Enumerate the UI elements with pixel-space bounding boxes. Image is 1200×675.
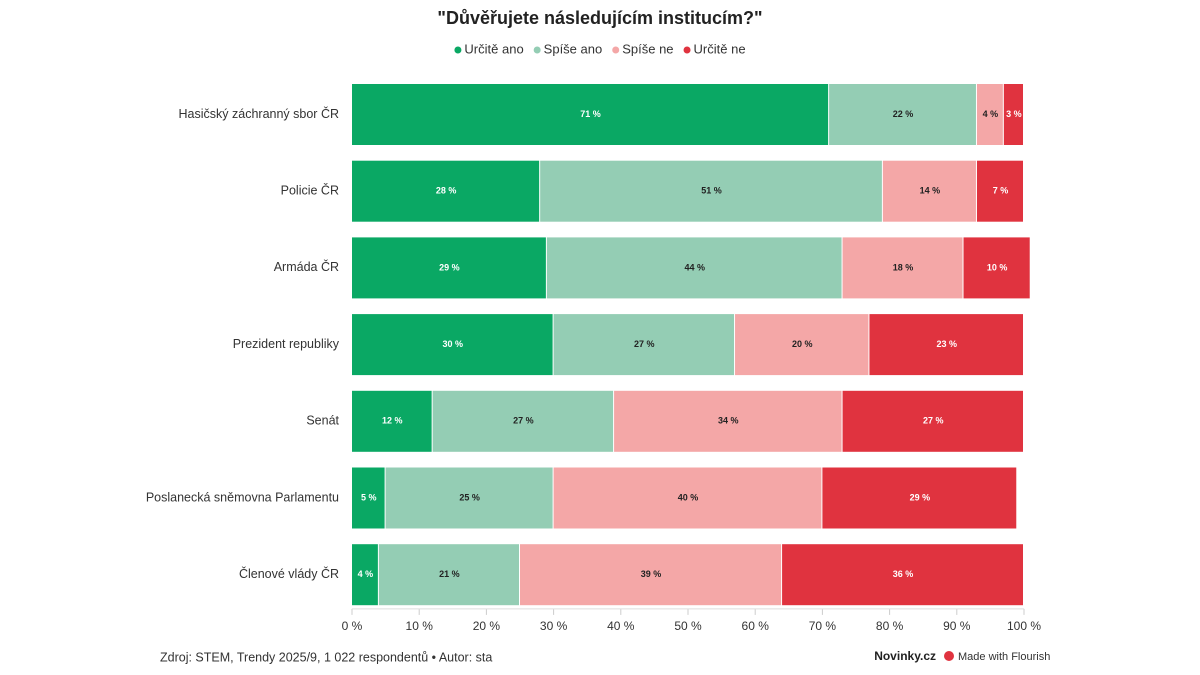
x-tick-label: 80 % [876, 619, 904, 633]
data-label: 27 % [634, 339, 655, 349]
bar [385, 467, 553, 529]
data-label: 4 % [983, 109, 999, 119]
data-label: 14 % [920, 186, 941, 196]
category-label: Policie ČR [281, 182, 339, 197]
legend-marker [683, 46, 691, 54]
data-label: 4 % [358, 569, 374, 579]
bar [963, 237, 1030, 299]
legend-label: Spíše ano [544, 41, 603, 56]
data-label: 34 % [718, 416, 739, 426]
bar [352, 544, 378, 606]
bar [735, 314, 869, 376]
legend-marker [533, 46, 541, 54]
data-label: 44 % [684, 262, 705, 272]
bar [829, 84, 976, 145]
source: Zdroj: STEM, Trendy 2025/9, 1 022 respon… [160, 650, 492, 664]
x-tick-label: 30 % [540, 619, 568, 633]
category-label: Hasičský záchranný sbor ČR [179, 106, 339, 121]
bar [520, 544, 782, 606]
legend-label: Spíše ne [622, 41, 673, 56]
x-tick-label: 50 % [674, 619, 702, 633]
flourish-icon [944, 651, 954, 661]
category-label: Armáda ČR [274, 259, 339, 274]
category-label: Poslanecká sněmovna Parlamentu [146, 490, 339, 504]
credit[interactable]: Made with Flourish [958, 651, 1050, 663]
data-label: 39 % [641, 569, 662, 579]
brand: Novinky.cz [874, 649, 936, 663]
legend-label: Určitě ne [694, 41, 746, 56]
data-label: 5 % [361, 492, 377, 502]
x-tick-label: 70 % [809, 619, 837, 633]
bar [352, 160, 540, 222]
data-label: 20 % [792, 339, 813, 349]
x-tick-label: 40 % [607, 619, 635, 633]
data-label: 12 % [382, 416, 403, 426]
data-label: 7 % [993, 186, 1009, 196]
x-tick-label: 90 % [943, 619, 971, 633]
data-label: 36 % [893, 569, 914, 579]
data-label: 21 % [439, 569, 460, 579]
data-label: 23 % [936, 339, 957, 349]
category-label: Senát [306, 414, 339, 428]
bar [869, 314, 1023, 376]
data-label: 18 % [893, 262, 914, 272]
x-tick-label: 20 % [473, 619, 501, 633]
bar [432, 390, 614, 452]
x-tick-label: 10 % [406, 619, 434, 633]
data-label: 51 % [701, 186, 722, 196]
bar [1003, 84, 1023, 145]
bar [976, 160, 1023, 222]
data-label: 29 % [910, 492, 931, 502]
data-label: 28 % [436, 186, 457, 196]
bar [782, 544, 1023, 606]
bar [842, 237, 963, 299]
data-label: 27 % [513, 416, 534, 426]
data-label: 10 % [987, 262, 1008, 272]
bar [822, 467, 1017, 529]
x-tick-label: 60 % [742, 619, 770, 633]
data-label: 22 % [893, 109, 914, 119]
data-label: 40 % [678, 492, 699, 502]
data-label: 71 % [580, 109, 601, 119]
bar [614, 390, 842, 452]
bar [976, 84, 1003, 145]
bar [352, 467, 385, 529]
x-tick-label: 0 % [342, 619, 363, 633]
data-label: 29 % [439, 262, 460, 272]
bar [352, 237, 546, 299]
chart-title: "Důvěřujete následujícím institucím?" [437, 8, 762, 28]
x-tick-label: 100 % [1007, 619, 1041, 633]
bar [352, 314, 553, 376]
legend-label: Určitě ano [464, 41, 523, 56]
bar [540, 160, 882, 222]
legend-marker [454, 46, 462, 54]
bar [352, 84, 829, 145]
data-label: 27 % [923, 416, 944, 426]
data-label: 3 % [1006, 109, 1022, 119]
data-label: 30 % [443, 339, 464, 349]
bar [882, 160, 976, 222]
data-label: 25 % [459, 492, 480, 502]
legend-marker [612, 46, 620, 54]
bar [553, 314, 735, 376]
category-label: Prezident republiky [233, 337, 340, 351]
bar [378, 544, 519, 606]
bar [553, 467, 822, 529]
category-label: Členové vlády ČR [239, 566, 339, 581]
bar [352, 390, 432, 452]
bar [546, 237, 842, 299]
bar [842, 390, 1023, 452]
